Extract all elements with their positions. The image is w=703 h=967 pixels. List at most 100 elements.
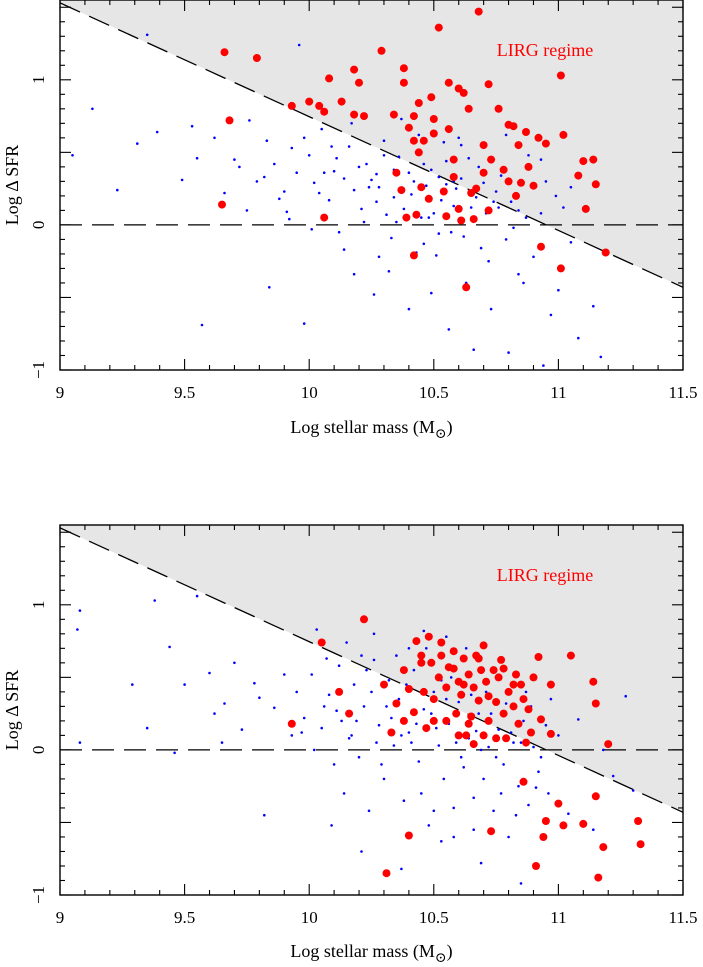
red-data-point: [529, 181, 538, 190]
red-data-point: [449, 664, 458, 673]
red-data-point: [462, 283, 471, 292]
blue-data-point: [288, 217, 291, 221]
red-data-point: [422, 724, 431, 733]
red-data-point: [479, 168, 488, 177]
blue-data-point: [557, 288, 560, 292]
blue-data-point: [357, 755, 361, 759]
x-tick-label: 11: [550, 383, 566, 402]
red-data-point: [427, 93, 436, 102]
blue-data-point: [422, 708, 426, 711]
blue-data-point: [554, 194, 558, 198]
red-data-point: [512, 191, 520, 200]
red-data-point: [360, 615, 368, 624]
red-data-point: [320, 107, 329, 116]
blue-data-point: [577, 718, 580, 721]
red-data-point: [469, 740, 478, 749]
blue-data-point: [208, 671, 211, 675]
blue-data-point: [168, 645, 171, 649]
blue-data-point: [78, 609, 82, 612]
blue-data-point: [320, 127, 324, 131]
blue-data-point: [155, 130, 159, 134]
red-data-point: [539, 833, 548, 841]
red-data-point: [581, 204, 590, 213]
blue-data-point: [342, 177, 346, 180]
red-data-point: [589, 155, 598, 164]
blue-data-point: [173, 751, 176, 755]
blue-data-point: [509, 200, 513, 203]
red-data-point: [484, 206, 493, 215]
blue-data-point: [183, 683, 186, 686]
blue-data-point: [360, 207, 363, 211]
red-data-point: [517, 178, 525, 187]
blue-data-point: [307, 154, 311, 157]
red-data-point: [591, 792, 600, 801]
blue-data-point: [484, 690, 488, 694]
red-data-point: [382, 869, 391, 878]
red-data-point: [559, 130, 568, 139]
blue-data-point: [375, 172, 378, 176]
blue-data-point: [422, 162, 426, 166]
blue-data-point: [327, 693, 331, 697]
red-data-point: [566, 651, 575, 660]
red-data-point: [601, 248, 610, 257]
red-data-point: [444, 78, 453, 87]
red-data-point: [442, 212, 451, 221]
red-data-point: [417, 658, 426, 667]
red-data-point: [350, 65, 359, 74]
blue-data-point: [517, 272, 520, 276]
blue-data-point: [190, 124, 194, 128]
blue-data-point: [278, 197, 281, 201]
blue-data-point: [445, 159, 448, 163]
red-data-point: [604, 740, 613, 749]
blue-data-point: [464, 647, 468, 650]
blue-data-point: [372, 293, 376, 296]
red-data-point: [479, 731, 488, 740]
red-data-point: [504, 177, 513, 186]
blue-data-point: [380, 763, 383, 766]
red-data-point: [519, 695, 528, 704]
red-data-point: [392, 699, 401, 708]
blue-data-point: [479, 748, 483, 752]
blue-data-point: [410, 193, 413, 196]
blue-data-point: [624, 694, 627, 698]
blue-data-point: [602, 748, 605, 752]
red-data-point: [252, 54, 261, 62]
blue-data-point: [400, 117, 403, 121]
blue-data-point: [415, 722, 418, 726]
blue-data-point: [592, 304, 595, 308]
red-data-point: [574, 171, 583, 180]
blue-data-point: [283, 190, 286, 193]
blue-data-point: [445, 697, 448, 701]
blue-data-point: [402, 207, 406, 211]
red-data-point: [409, 251, 418, 260]
red-data-point: [487, 155, 496, 164]
blue-data-point: [78, 741, 82, 744]
lirg-shaded-region: [60, 0, 683, 288]
blue-data-point: [542, 364, 545, 367]
blue-data-point: [345, 641, 348, 644]
x-tick-label: 9: [56, 383, 65, 402]
blue-data-point: [454, 187, 458, 190]
red-data-point: [337, 97, 346, 106]
red-data-point: [464, 719, 473, 728]
red-data-point: [434, 23, 443, 32]
red-data-point: [522, 738, 530, 747]
red-data-point: [522, 128, 530, 136]
red-data-point: [414, 99, 423, 107]
blue-data-point: [631, 789, 635, 792]
blue-data-point: [360, 654, 363, 657]
x-tick-label: 10: [301, 908, 318, 927]
blue-data-point: [145, 726, 149, 730]
red-data-point: [454, 204, 463, 213]
red-data-point: [427, 658, 436, 667]
red-data-point: [479, 641, 488, 650]
red-data-point: [417, 183, 426, 192]
red-data-point: [412, 210, 421, 219]
blue-data-point: [200, 323, 204, 327]
red-data-point: [482, 677, 491, 686]
blue-data-point: [440, 198, 443, 202]
red-data-point: [524, 162, 533, 171]
red-data-point: [392, 168, 401, 177]
red-data-point: [534, 653, 543, 661]
